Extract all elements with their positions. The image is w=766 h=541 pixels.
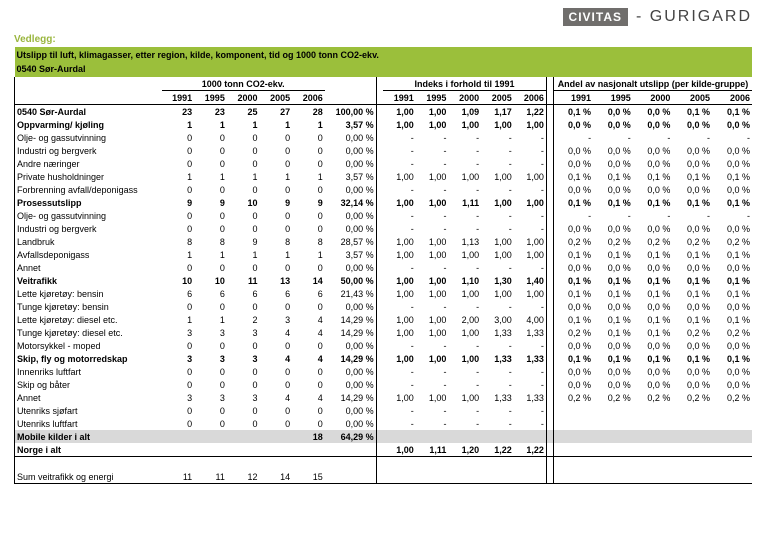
table-row: Oppvarming/ kjøling111113,57 %1,001,001,… xyxy=(15,118,753,131)
table-row xyxy=(15,457,753,470)
table-row: Utslipp til luft, klimagasser, etter reg… xyxy=(15,47,753,62)
table-row: Olje- og gassutvinning000000,00 %-------… xyxy=(15,131,753,144)
table-row: Veitrafikk101011131450,00 %1,001,001,101… xyxy=(15,274,753,287)
table-row: Innenriks luftfart000000,00 %-----0,0 %0… xyxy=(15,365,753,378)
table-row: Motorsykkel - moped000000,00 %-----0,0 %… xyxy=(15,339,753,352)
table-row: 0540 Sør-Aurdal2323252728100,00 %1,001,0… xyxy=(15,105,753,119)
emissions-table: Utslipp til luft, klimagasser, etter reg… xyxy=(14,47,752,484)
table-row: Tunge kjøretøy: diesel etc.3334414,29 %1… xyxy=(15,326,753,339)
table-row: Prosessutslipp99109932,14 %1,001,001,111… xyxy=(15,196,753,209)
table-row: Industri og bergverk000000,00 %-----0,0 … xyxy=(15,222,753,235)
table-row: 0540 Sør-Aurdal xyxy=(15,62,753,77)
table-row: Forbrenning avfall/deponigass000000,00 %… xyxy=(15,183,753,196)
table-row: Andre næringer000000,00 %-----0,0 %0,0 %… xyxy=(15,157,753,170)
table-row: Avfallsdeponigass111113,57 %1,001,001,00… xyxy=(15,248,753,261)
table-row: Landbruk8898828,57 %1,001,001,131,001,00… xyxy=(15,235,753,248)
table-row: Lette kjøretøy: diesel etc.1123414,29 %1… xyxy=(15,313,753,326)
table-row: Utenriks sjøfart000000,00 %----- xyxy=(15,404,753,417)
attachment-label: Vedlegg: xyxy=(0,34,766,47)
table-row: Utenriks luftfart000000,00 %----- xyxy=(15,417,753,430)
brand-header: CIVITAS - GURIGARD xyxy=(0,0,766,34)
table-row: Skip og båter000000,00 %-----0,0 %0,0 %0… xyxy=(15,378,753,391)
gurigard-label: - GURIGARD xyxy=(636,8,752,26)
table-row xyxy=(15,484,753,485)
table-row: Tunge kjøretøy: bensin000000,00 %-----0,… xyxy=(15,300,753,313)
table-row: 1991199520002005200619911995200020052006… xyxy=(15,91,753,105)
table-row: Annet3334414,29 %1,001,001,001,331,330,2… xyxy=(15,391,753,404)
table-row: Lette kjøretøy: bensin6666621,43 %1,001,… xyxy=(15,287,753,300)
table-row: 1000 tonn CO2-ekv.Indeks i forhold til 1… xyxy=(15,77,753,91)
table-row: Mobile kilder i alt1864,29 % xyxy=(15,430,753,443)
table-row: Norge i alt1,001,111,201,221,22 xyxy=(15,443,753,457)
table-row: Private husholdninger111113,57 %1,001,00… xyxy=(15,170,753,183)
table-row: Industri og bergverk000000,00 %-----0,0 … xyxy=(15,144,753,157)
civitas-logo: CIVITAS xyxy=(563,8,628,26)
table-row: Sum veitrafikk og energi1111121415 xyxy=(15,470,753,484)
table-row: Skip, fly og motorredskap3334414,29 %1,0… xyxy=(15,352,753,365)
table-row: Olje- og gassutvinning000000,00 %-------… xyxy=(15,209,753,222)
table-row: Annet000000,00 %-----0,0 %0,0 %0,0 %0,0 … xyxy=(15,261,753,274)
